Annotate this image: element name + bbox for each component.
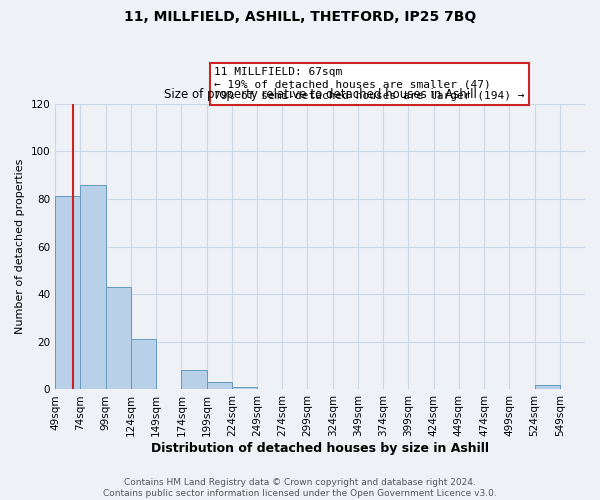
Bar xyxy=(131,340,156,390)
Y-axis label: Number of detached properties: Number of detached properties xyxy=(15,159,25,334)
Text: 11, MILLFIELD, ASHILL, THETFORD, IP25 7BQ: 11, MILLFIELD, ASHILL, THETFORD, IP25 7B… xyxy=(124,10,476,24)
Bar xyxy=(232,387,257,390)
Bar xyxy=(206,382,232,390)
Bar xyxy=(181,370,206,390)
Bar xyxy=(80,184,106,390)
Bar xyxy=(106,287,131,390)
Text: Contains HM Land Registry data © Crown copyright and database right 2024.
Contai: Contains HM Land Registry data © Crown c… xyxy=(103,478,497,498)
Bar xyxy=(55,196,80,390)
Bar xyxy=(535,384,560,390)
Text: 11 MILLFIELD: 67sqm
← 19% of detached houses are smaller (47)
79% of semi-detach: 11 MILLFIELD: 67sqm ← 19% of detached ho… xyxy=(214,68,524,100)
X-axis label: Distribution of detached houses by size in Ashill: Distribution of detached houses by size … xyxy=(151,442,489,455)
Title: Size of property relative to detached houses in Ashill: Size of property relative to detached ho… xyxy=(164,88,476,101)
